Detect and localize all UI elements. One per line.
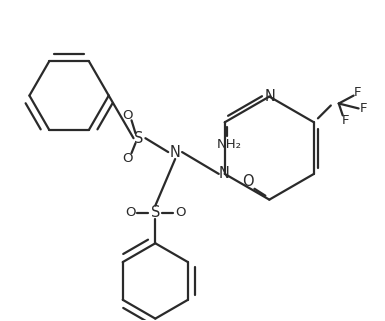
Text: O: O: [125, 206, 136, 219]
Text: O: O: [242, 174, 253, 189]
Text: NH₂: NH₂: [217, 138, 242, 151]
Text: O: O: [122, 109, 133, 122]
Text: S: S: [134, 131, 143, 146]
Text: F: F: [360, 102, 367, 115]
Text: N: N: [265, 89, 276, 104]
Text: S: S: [151, 205, 160, 220]
Text: N: N: [170, 144, 181, 160]
Text: N: N: [218, 166, 229, 181]
Text: F: F: [342, 114, 350, 127]
Text: O: O: [122, 152, 133, 165]
Text: F: F: [354, 86, 362, 99]
Text: O: O: [175, 206, 185, 219]
